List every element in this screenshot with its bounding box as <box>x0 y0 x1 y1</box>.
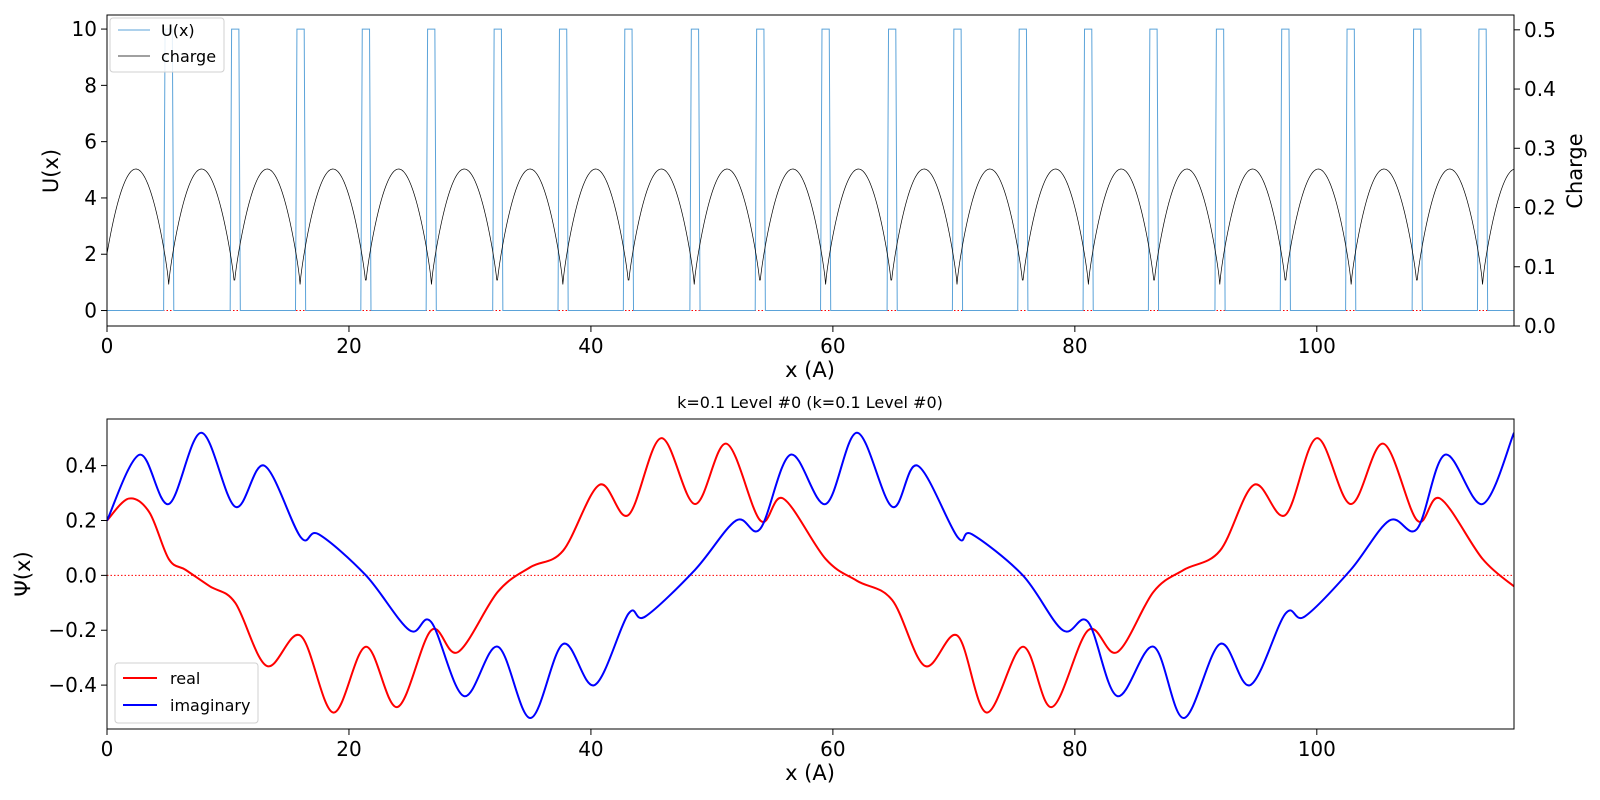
bottom-x-ticks: 0 20 40 60 80 100 <box>101 729 1336 761</box>
bottom-x-tick-label: 40 <box>578 737 603 761</box>
bottom-x-axis-label: x (A) <box>785 761 835 785</box>
bottom-plot-area <box>107 431 1514 720</box>
bottom-y-tick-label: 0.4 <box>65 454 97 478</box>
wavefunction-panel: k=0.1 Level #0 (k=0.1 Level #0) 0 20 40 60 8… <box>11 393 1515 785</box>
bottom-x-tick-label: 60 <box>820 737 845 761</box>
legend-label-charge: charge <box>161 47 216 66</box>
bottom-legend: real imaginary <box>114 662 259 724</box>
top-y-tick-label: 8 <box>84 73 97 97</box>
top-axes-frame <box>106 14 1515 327</box>
top-x-tick-label: 0 <box>101 334 114 358</box>
top-x-tick-label: 40 <box>578 334 603 358</box>
top-x-tick-label: 80 <box>1062 334 1087 358</box>
bottom-y-ticks: −0.4 −0.2 0.0 0.2 0.4 <box>48 454 107 697</box>
bottom-y-tick-label: −0.2 <box>48 618 97 642</box>
top-plot-area <box>107 28 1514 312</box>
legend-label-potential: U(x) <box>161 21 195 40</box>
bottom-y-tick-label: 0.2 <box>65 509 97 533</box>
top-y-tick-label: 2 <box>84 242 97 266</box>
top-y-axis-label: U(x) <box>39 149 63 193</box>
top-y-ticks: 0 2 4 6 8 10 <box>72 17 107 323</box>
top-x-tick-label: 60 <box>820 334 845 358</box>
top-y2-axis-label: Charge <box>1563 133 1587 208</box>
top-legend: U(x) charge <box>109 17 225 73</box>
top-x-ticks: 0 20 40 60 80 100 <box>101 326 1336 358</box>
top-y2-tick-label: 0.5 <box>1524 18 1556 42</box>
series-line-imaginary <box>107 431 1514 720</box>
bottom-chart-title: k=0.1 Level #0 (k=0.1 Level #0) <box>677 393 943 412</box>
top-x-tick-label: 100 <box>1298 334 1336 358</box>
top-x-tick-label: 20 <box>336 334 361 358</box>
top-y2-tick-label: 0.4 <box>1524 77 1556 101</box>
top-y2-tick-label: 0.0 <box>1524 314 1556 338</box>
bottom-axes-frame <box>106 418 1515 730</box>
bottom-y-tick-label: −0.4 <box>48 673 97 697</box>
bottom-x-tick-label: 0 <box>101 737 114 761</box>
top-y-tick-label: 0 <box>84 299 97 323</box>
top-y-tick-label: 10 <box>72 17 97 41</box>
bottom-x-tick-label: 20 <box>336 737 361 761</box>
top-y2-tick-label: 0.2 <box>1524 196 1556 220</box>
top-y2-tick-label: 0.3 <box>1524 136 1556 160</box>
legend-label-imaginary: imaginary <box>170 696 250 715</box>
top-x-axis-label: x (A) <box>785 358 835 382</box>
bottom-x-tick-label: 80 <box>1062 737 1087 761</box>
top-y-tick-label: 6 <box>84 130 97 154</box>
top-y2-ticks: 0.0 0.1 0.2 0.3 0.4 0.5 <box>1514 18 1556 338</box>
top-y2-tick-label: 0.1 <box>1524 255 1556 279</box>
series-line-charge <box>107 168 1514 285</box>
top-legend-box <box>109 17 225 73</box>
series-line-potential <box>107 28 1514 312</box>
bottom-y-tick-label: 0.0 <box>65 563 97 587</box>
bottom-y-axis-label: Ψ(x) <box>11 551 35 596</box>
bottom-x-tick-label: 100 <box>1298 737 1336 761</box>
top-y-tick-label: 4 <box>84 186 97 210</box>
series-line-real <box>107 437 1514 714</box>
legend-label-real: real <box>170 669 200 688</box>
